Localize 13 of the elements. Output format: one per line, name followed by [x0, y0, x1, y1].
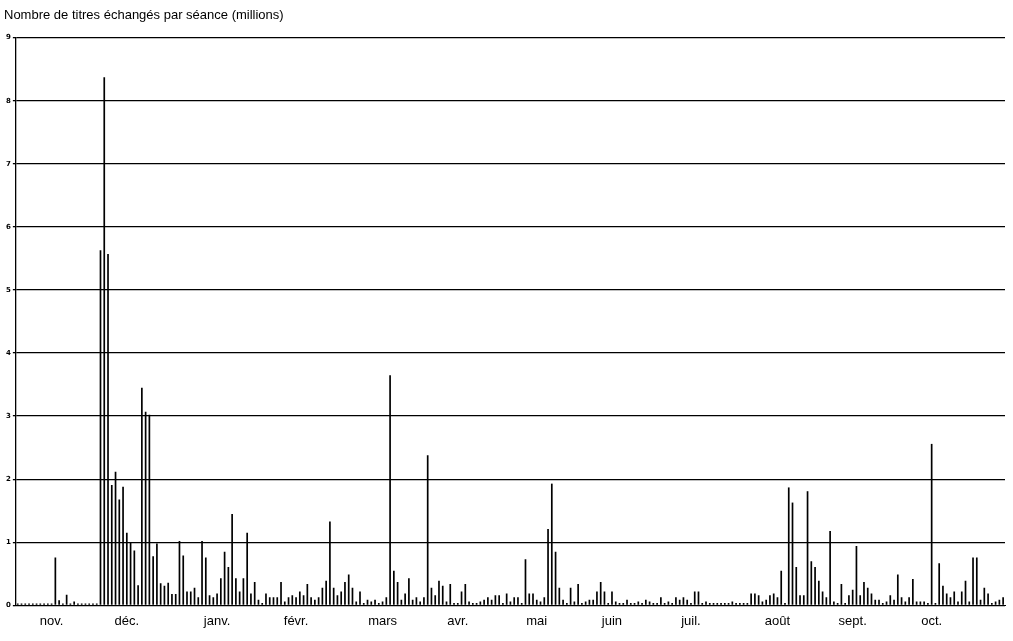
x-tick-label: mars: [368, 612, 398, 628]
x-tick-label: oct.: [921, 612, 943, 628]
x-tick-label: sept.: [838, 612, 867, 628]
x-tick-label: janv.: [202, 612, 231, 628]
x-tick-label: août: [764, 612, 791, 628]
x-tick-label: avr.: [447, 612, 469, 628]
x-tick-label: mai: [526, 612, 548, 628]
x-tick-label: juil.: [680, 612, 701, 628]
x-tick-label: nov.: [39, 612, 64, 628]
x-tick-label: juin: [600, 612, 623, 628]
chart-title: Nombre de titres échangés par séance (millions): [4, 7, 284, 23]
x-tick-label: févr.: [283, 612, 309, 628]
x-tick-label: déc.: [114, 612, 140, 628]
